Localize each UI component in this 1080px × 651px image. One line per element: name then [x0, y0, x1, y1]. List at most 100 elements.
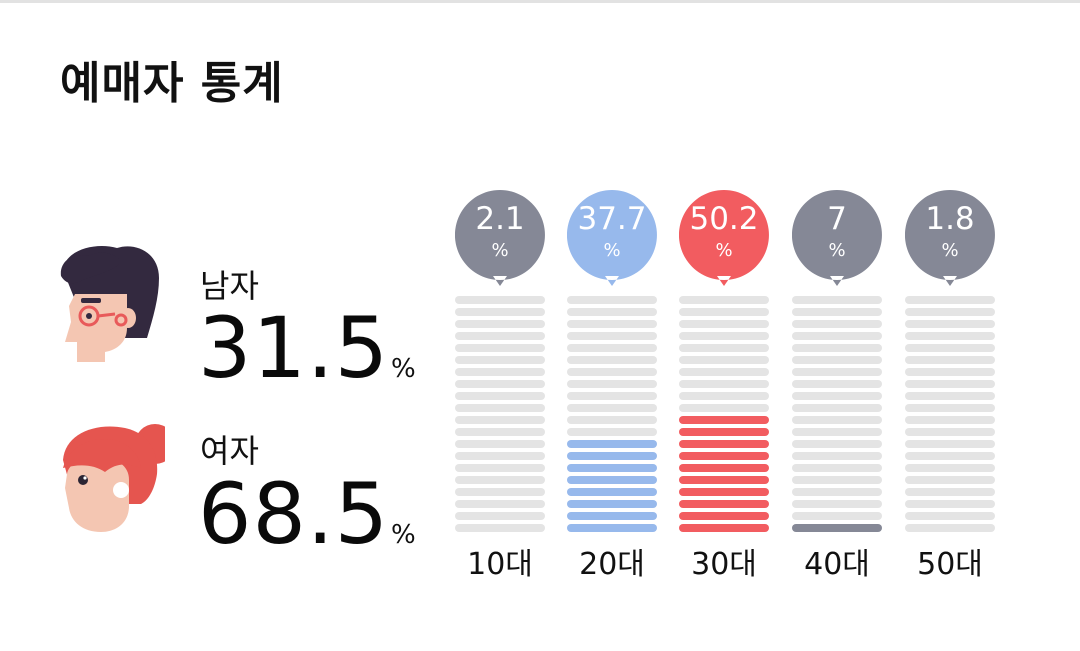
- segment-bar: [792, 296, 882, 534]
- percent-bubble: 50.2 %: [679, 190, 769, 286]
- bar-segment: [567, 440, 657, 448]
- bar-segment: [792, 308, 882, 316]
- bar-segment: [679, 308, 769, 316]
- bar-segment: [905, 524, 995, 532]
- bar-segment: [679, 452, 769, 460]
- bar-segment: [679, 356, 769, 364]
- bar-segment: [567, 464, 657, 472]
- bar-segment: [792, 344, 882, 352]
- female-label: 여자: [200, 432, 259, 470]
- bar-segment: [679, 404, 769, 412]
- percent-unit: %: [941, 240, 959, 261]
- bar-segment: [455, 524, 545, 532]
- female-percentage: 68.5%: [198, 472, 416, 556]
- female-percentage-value: 68.5: [198, 465, 390, 563]
- bar-segment: [567, 488, 657, 496]
- age-column-10s: 2.1 % 10대: [455, 190, 545, 590]
- bar-segment: [567, 320, 657, 328]
- bar-segment: [905, 344, 995, 352]
- percent-value: 50.2: [689, 201, 759, 237]
- bar-segment: [792, 428, 882, 436]
- age-column-50s: 1.8 % 50대: [905, 190, 995, 590]
- bar-segment: [792, 464, 882, 472]
- percent-unit: %: [603, 240, 621, 261]
- page-title: 예매자 통계: [60, 58, 284, 109]
- bar-segment: [679, 380, 769, 388]
- bar-segment: [792, 512, 882, 520]
- bar-segment: [792, 488, 882, 496]
- percent-unit: %: [491, 240, 509, 261]
- male-percentage: 31.5%: [198, 306, 416, 390]
- age-label: 50대: [917, 547, 983, 582]
- bar-segment: [905, 392, 995, 400]
- bar-segment: [905, 368, 995, 376]
- male-avatar-icon: [55, 240, 165, 370]
- bar-segment: [567, 524, 657, 532]
- percent-bubble: 1.8 %: [905, 190, 995, 286]
- bar-segment: [455, 500, 545, 508]
- bar-segment: [567, 392, 657, 400]
- bar-segment: [792, 392, 882, 400]
- bar-segment: [792, 368, 882, 376]
- bar-segment: [905, 440, 995, 448]
- bar-segment: [679, 476, 769, 484]
- bar-segment: [679, 296, 769, 304]
- female-avatar-icon: [55, 418, 175, 548]
- percent-bubble: 37.7 %: [567, 190, 657, 286]
- segment-bar: [455, 296, 545, 534]
- bar-segment: [567, 380, 657, 388]
- male-percentage-unit: %: [391, 354, 416, 384]
- age-label: 30대: [691, 547, 757, 582]
- bar-segment: [567, 404, 657, 412]
- bar-segment: [905, 380, 995, 388]
- bar-segment: [455, 440, 545, 448]
- bar-segment: [455, 380, 545, 388]
- bar-segment: [455, 512, 545, 520]
- top-divider: [0, 0, 1080, 3]
- bar-segment: [679, 416, 769, 424]
- bar-segment: [792, 332, 882, 340]
- female-percentage-unit: %: [391, 520, 416, 550]
- bar-segment: [567, 368, 657, 376]
- bar-segment: [905, 320, 995, 328]
- bar-segment: [679, 500, 769, 508]
- bar-segment: [905, 464, 995, 472]
- bar-segment: [792, 404, 882, 412]
- bar-segment: [792, 452, 882, 460]
- bar-segment: [792, 476, 882, 484]
- bar-segment: [567, 344, 657, 352]
- percent-unit: %: [715, 240, 733, 261]
- bar-segment: [455, 476, 545, 484]
- bar-segment: [567, 452, 657, 460]
- bar-segment: [455, 404, 545, 412]
- bar-segment: [905, 332, 995, 340]
- bar-segment: [679, 320, 769, 328]
- bar-segment: [679, 464, 769, 472]
- bar-segment: [792, 524, 882, 532]
- bar-segment: [455, 416, 545, 424]
- bar-segment: [792, 500, 882, 508]
- male-percentage-value: 31.5: [198, 299, 390, 397]
- age-column-30s: 50.2 % 30대: [679, 190, 769, 590]
- bar-segment: [679, 512, 769, 520]
- bar-segment: [455, 296, 545, 304]
- bar-segment: [679, 368, 769, 376]
- percent-bubble: 7 %: [792, 190, 882, 286]
- bar-segment: [792, 440, 882, 448]
- bar-segment: [455, 464, 545, 472]
- bar-segment: [905, 404, 995, 412]
- bar-segment: [679, 344, 769, 352]
- bar-segment: [455, 308, 545, 316]
- bar-segment: [455, 428, 545, 436]
- segment-bar: [905, 296, 995, 534]
- percent-value: 1.8: [925, 201, 975, 237]
- bar-segment: [792, 296, 882, 304]
- bar-segment: [905, 476, 995, 484]
- bar-segment: [455, 356, 545, 364]
- age-label: 20대: [579, 547, 645, 582]
- bar-segment: [567, 476, 657, 484]
- percent-bubble: 2.1 %: [455, 190, 545, 286]
- bar-segment: [792, 416, 882, 424]
- bar-segment: [567, 332, 657, 340]
- bar-segment: [905, 428, 995, 436]
